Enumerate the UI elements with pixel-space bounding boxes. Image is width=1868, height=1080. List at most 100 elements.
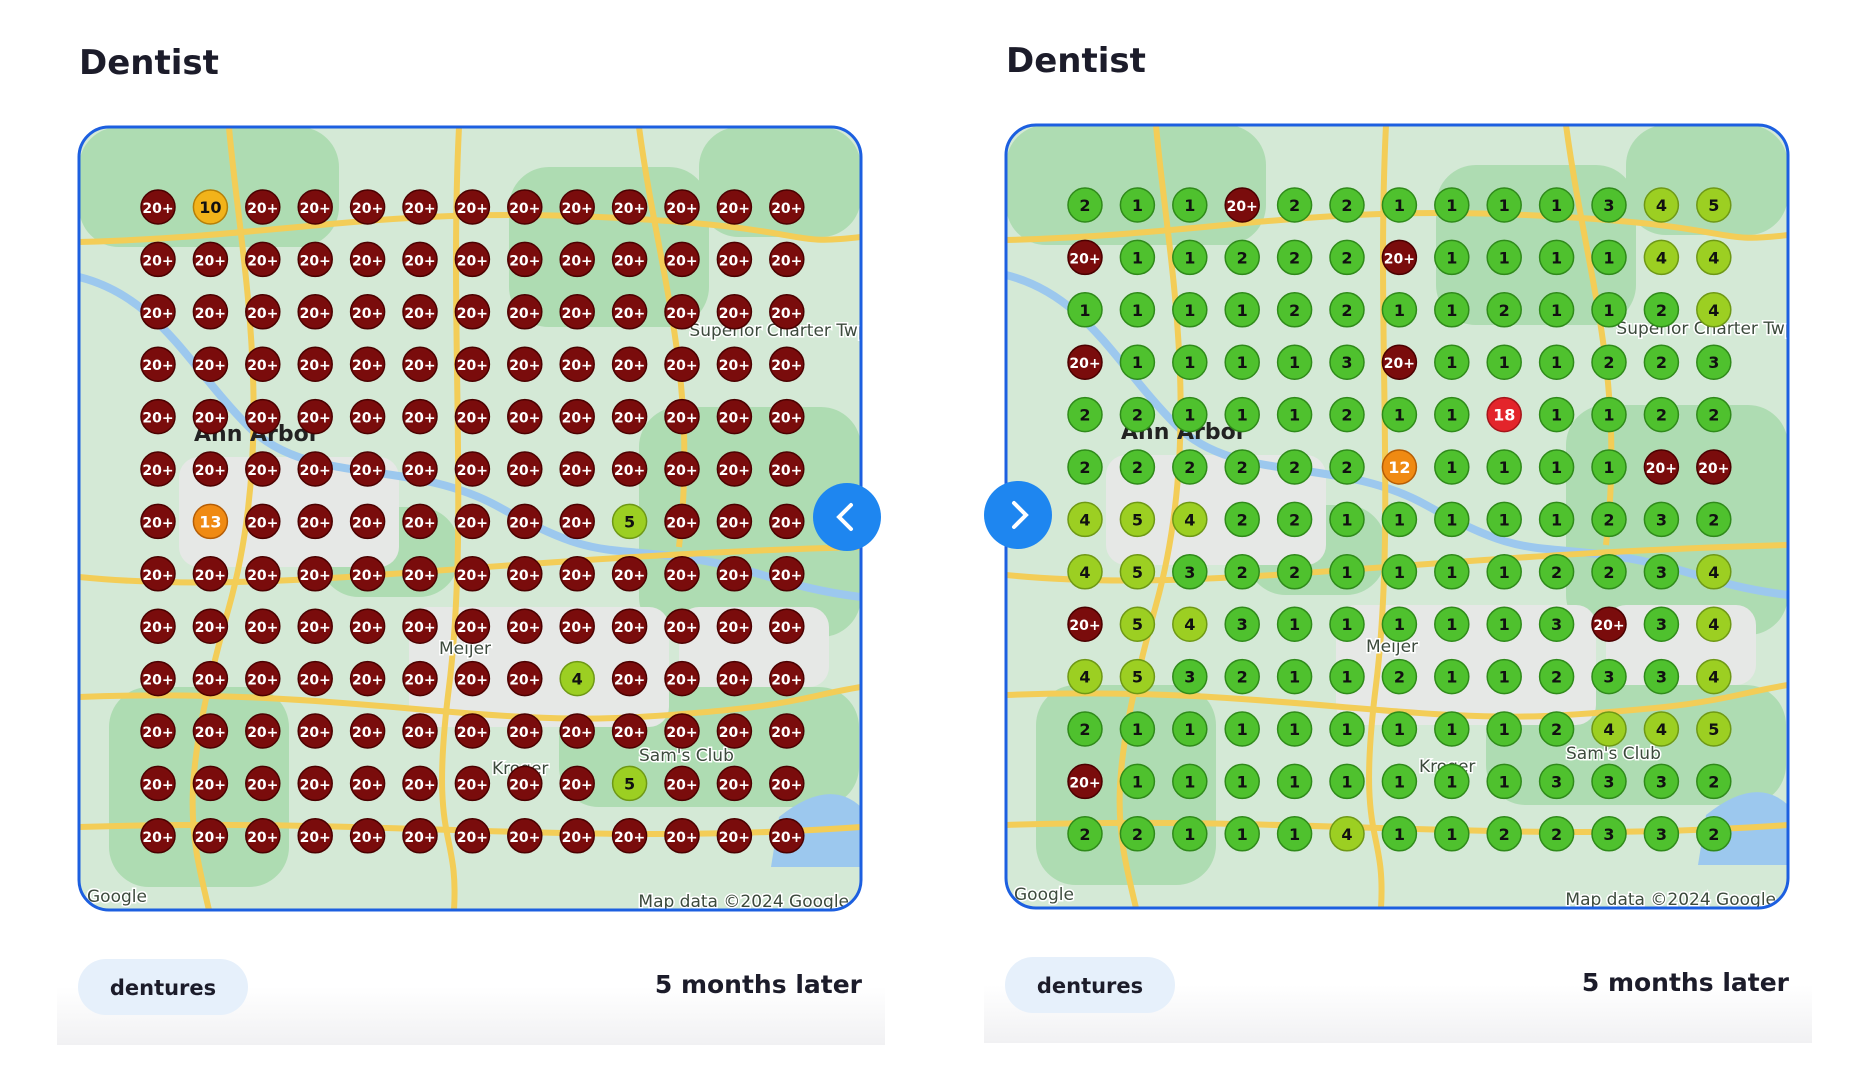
marker-value: 20+ [562, 358, 593, 374]
rank-marker: 3 [1224, 606, 1260, 642]
marker-dot [349, 189, 386, 225]
rank-marker: 3 [1643, 606, 1680, 642]
marker-value: 20+ [562, 411, 593, 427]
marker-dot [716, 608, 753, 644]
marker-value: 10 [199, 198, 221, 217]
rank-marker: 20+ [192, 346, 229, 382]
rank-marker: 5 [1119, 606, 1156, 642]
rank-marker: 20+ [402, 346, 438, 382]
marker-value: 3 [1656, 615, 1667, 634]
marker-dot [559, 765, 595, 802]
marker-value: 1 [1079, 301, 1090, 320]
marker-dot [611, 398, 648, 435]
marker-dot [454, 660, 491, 697]
rank-marker: 20+ [507, 765, 543, 802]
marker-value: 2 [1394, 668, 1405, 687]
rank-marker: 20+ [1591, 606, 1627, 642]
marker-dot [1172, 501, 1208, 538]
marker-dot [664, 818, 700, 854]
park [509, 167, 709, 327]
marker-value: 20+ [666, 620, 697, 636]
rank-marker: 20+ [192, 398, 229, 435]
marker-value: 4 [1341, 825, 1352, 844]
nav-arrow[interactable] [813, 483, 881, 551]
rank-marker: 1 [1381, 606, 1418, 642]
marker-value: 20+ [247, 725, 278, 741]
rank-marker: 1 [1067, 292, 1103, 328]
marker-dot [1276, 554, 1313, 590]
rank-marker: 20+ [140, 713, 176, 749]
marker-value: 20+ [509, 201, 540, 217]
marker-value: 2 [1289, 196, 1300, 215]
rank-marker: 20+ [192, 451, 229, 487]
marker-dot [1381, 711, 1418, 747]
rank-marker: 20+ [297, 451, 333, 487]
marker-value: 20+ [666, 515, 697, 531]
marker-value: 2 [1237, 668, 1248, 687]
chip-label: dentures [1037, 974, 1143, 998]
marker-value: 20+ [300, 358, 331, 374]
marker-value: 2 [1079, 825, 1090, 844]
marker-value: 20+ [719, 463, 750, 479]
marker-dot [611, 346, 648, 382]
marker-dot [559, 241, 595, 278]
urban [179, 457, 399, 567]
nav-arrow[interactable] [984, 481, 1052, 549]
rank-marker: 4 [1329, 816, 1365, 852]
marker-value: 20+ [300, 463, 331, 479]
marker-value: 20+ [562, 463, 593, 479]
marker-dot [454, 818, 491, 854]
marker-value: 20+ [509, 463, 540, 479]
rank-marker: 4 [1696, 554, 1732, 590]
rank-marker: 20+ [192, 765, 229, 802]
marker-value: 20+ [1646, 461, 1677, 477]
marker-value: 20+ [457, 358, 488, 374]
marker-value: 20+ [300, 725, 331, 741]
marker-dot [559, 608, 595, 644]
marker-value: 20+ [509, 725, 540, 741]
marker-dot [192, 765, 229, 802]
marker-value: 1 [1394, 406, 1405, 425]
marker-value: 20+ [457, 463, 488, 479]
marker-value: 20+ [771, 673, 802, 689]
marker-value: 20+ [771, 620, 802, 636]
rank-marker: 20+ [611, 294, 648, 330]
marker-value: 1 [1446, 196, 1457, 215]
marker-dot [245, 451, 281, 487]
rank-marker: 20+ [349, 556, 386, 592]
rank-marker: 20+ [664, 241, 700, 278]
marker-value: 1 [1446, 248, 1457, 267]
marker-value: 5 [1132, 615, 1143, 634]
marker-value: 20+ [142, 201, 173, 217]
rank-marker: 20+ [297, 556, 333, 592]
marker-value: 3 [1603, 668, 1614, 687]
marker-value: 1 [1499, 563, 1510, 582]
marker-value: 2 [1079, 720, 1090, 739]
marker-value: 2 [1603, 510, 1614, 529]
marker-value: 1 [1237, 301, 1248, 320]
marker-dot [1538, 344, 1575, 380]
rank-marker: 20+ [664, 713, 700, 749]
marker-value: 1 [1603, 301, 1614, 320]
marker-value: 20+ [1384, 356, 1415, 372]
rank-marker: 2 [1329, 449, 1365, 485]
marker-dot [1067, 344, 1103, 380]
rank-marker: 1 [1434, 239, 1470, 276]
marker-value: 1 [1184, 406, 1195, 425]
marker-dot [402, 294, 438, 330]
marker-dot [1591, 396, 1627, 433]
marker-value: 2 [1132, 406, 1143, 425]
rank-marker: 3 [1172, 554, 1208, 590]
rank-marker: 2 [1538, 554, 1575, 590]
map-label: Google [87, 887, 147, 907]
marker-value: 1 [1394, 772, 1405, 791]
marker-value: 5 [1708, 720, 1719, 739]
marker-dot [1696, 816, 1732, 852]
marker-dot [1434, 396, 1470, 433]
marker-value: 3 [1656, 825, 1667, 844]
rank-marker: 4 [1172, 606, 1208, 642]
rank-marker: 2 [1696, 396, 1732, 433]
rank-marker: 20+ [402, 556, 438, 592]
